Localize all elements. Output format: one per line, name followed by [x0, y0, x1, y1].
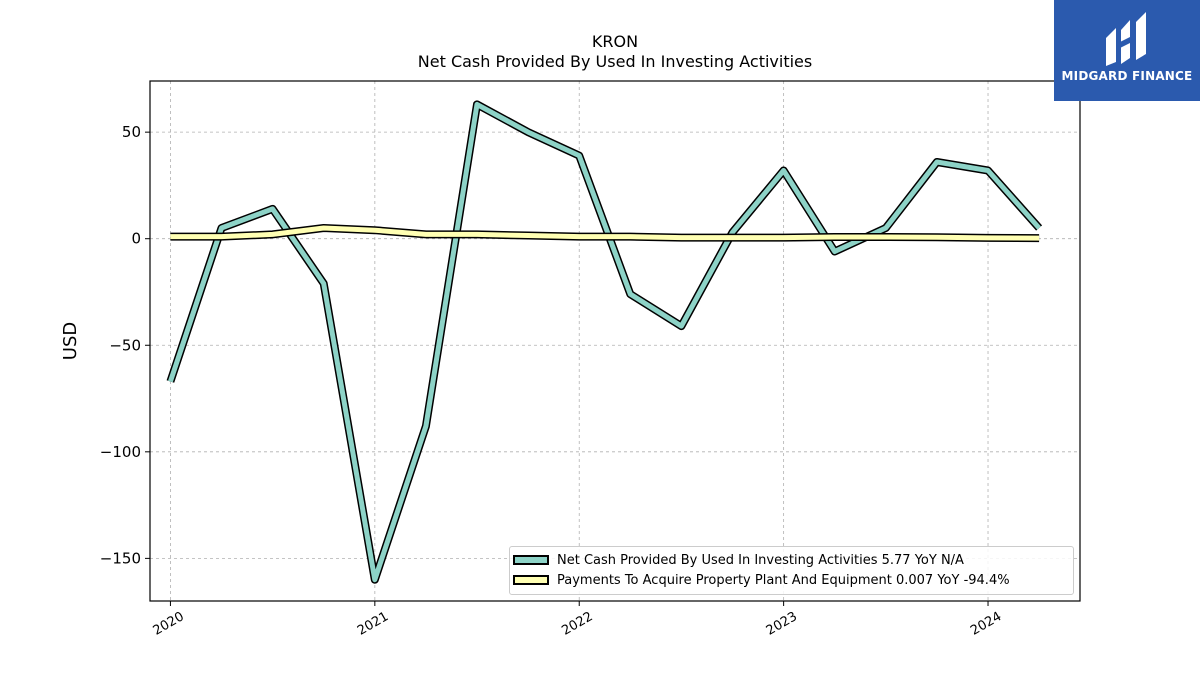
- y-tick-label: −100: [100, 443, 141, 461]
- brand-logo: MIDGARD FINANCE: [1054, 0, 1200, 101]
- series-line: [168, 101, 1041, 583]
- legend-label: Payments To Acquire Property Plant And E…: [557, 572, 1010, 588]
- x-tick-label: 2020: [151, 609, 187, 639]
- legend-swatch: [513, 555, 549, 565]
- logo-mark-icon: [1106, 12, 1146, 66]
- legend-label: Net Cash Provided By Used In Investing A…: [557, 552, 964, 568]
- series-1: [170, 224, 1040, 243]
- series-line: [170, 225, 1040, 241]
- legend: Net Cash Provided By Used In Investing A…: [509, 546, 1074, 595]
- plot-frame: [149, 80, 1081, 602]
- legend-swatch: [513, 575, 549, 585]
- y-tick-label: −150: [100, 549, 141, 567]
- y-tick-label: −50: [109, 336, 141, 354]
- x-tick-label: 2024: [968, 609, 1004, 639]
- legend-item: Net Cash Provided By Used In Investing A…: [510, 550, 964, 570]
- legend-item: Payments To Acquire Property Plant And E…: [510, 570, 1010, 590]
- x-tick-label: 2022: [559, 609, 595, 639]
- y-axis-label: USD: [60, 322, 81, 360]
- chart-subtitle: Net Cash Provided By Used In Investing A…: [417, 52, 813, 71]
- series-line-outline: [166, 100, 1043, 584]
- y-tick-label: 0: [131, 230, 141, 248]
- x-tick-label: 2021: [355, 609, 391, 639]
- series-0: [166, 100, 1043, 584]
- chart-title: KRON: [591, 32, 639, 51]
- series-layer: [166, 100, 1043, 584]
- x-tick-label: 2023: [764, 609, 800, 639]
- brand-name: MIDGARD FINANCE: [1061, 69, 1193, 83]
- y-tick-label: 50: [122, 123, 141, 141]
